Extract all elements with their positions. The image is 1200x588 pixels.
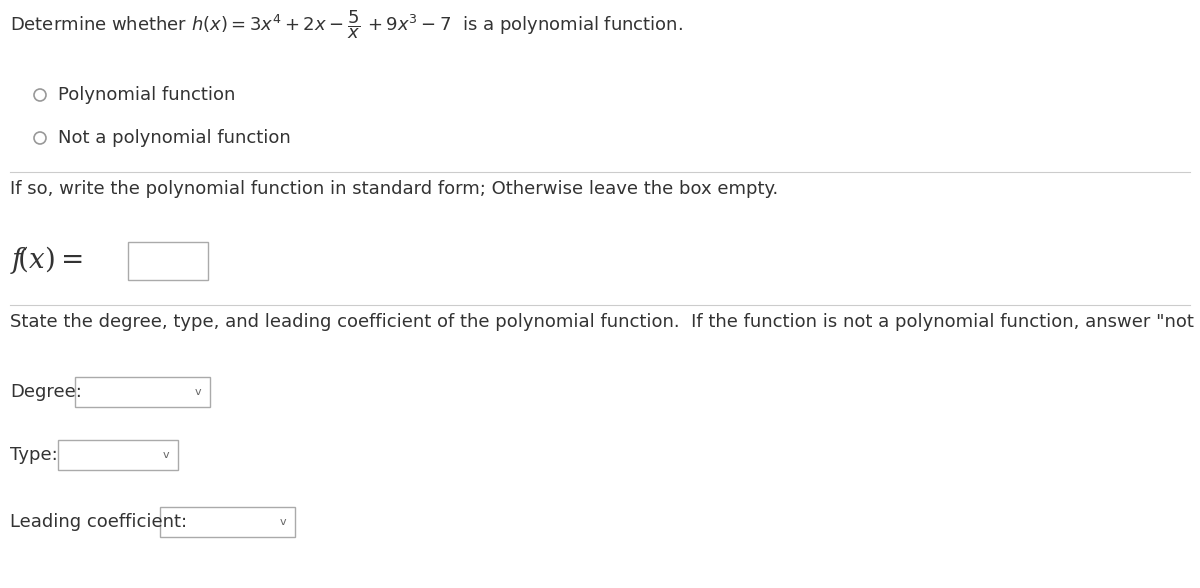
Text: Determine whether $h(x) = 3x^4 + 2x - \dfrac{5}{x}\, +9x^3 - 7$  is a polynomial: Determine whether $h(x) = 3x^4 + 2x - \d… — [10, 8, 683, 41]
Text: v: v — [280, 517, 287, 527]
Text: Type:: Type: — [10, 446, 58, 464]
Text: v: v — [163, 450, 169, 460]
Text: If so, write the polynomial function in standard form; Otherwise leave the box e: If so, write the polynomial function in … — [10, 180, 779, 198]
FancyBboxPatch shape — [160, 507, 295, 537]
Text: State the degree, type, and leading coefficient of the polynomial function.  If : State the degree, type, and leading coef… — [10, 313, 1200, 331]
Text: $f\!\left(x\right) =$: $f\!\left(x\right) =$ — [10, 244, 83, 276]
FancyBboxPatch shape — [58, 440, 178, 470]
FancyBboxPatch shape — [128, 242, 208, 280]
FancyBboxPatch shape — [74, 377, 210, 407]
Text: Leading coefficient:: Leading coefficient: — [10, 513, 187, 531]
Text: Not a polynomial function: Not a polynomial function — [58, 129, 290, 147]
Text: v: v — [194, 387, 202, 397]
Text: Polynomial function: Polynomial function — [58, 86, 235, 104]
Text: Degree:: Degree: — [10, 383, 82, 401]
